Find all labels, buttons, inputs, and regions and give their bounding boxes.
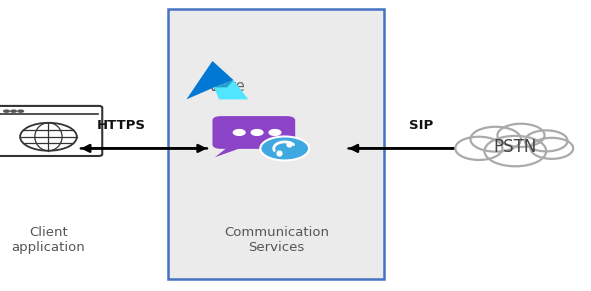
FancyBboxPatch shape: [168, 9, 384, 279]
Circle shape: [455, 137, 502, 160]
Circle shape: [498, 124, 544, 147]
Circle shape: [233, 129, 245, 135]
Circle shape: [251, 129, 263, 135]
Text: PSTN: PSTN: [493, 138, 537, 156]
FancyBboxPatch shape: [213, 116, 296, 149]
Circle shape: [485, 136, 546, 166]
Text: SIP: SIP: [408, 119, 433, 132]
Text: HTTPS: HTTPS: [97, 119, 145, 132]
Polygon shape: [214, 80, 248, 100]
Circle shape: [17, 109, 24, 113]
Circle shape: [269, 129, 281, 135]
Polygon shape: [215, 144, 251, 157]
Circle shape: [3, 109, 10, 113]
Polygon shape: [214, 80, 233, 87]
Bar: [0, 108, 98, 114]
Circle shape: [470, 127, 521, 152]
FancyBboxPatch shape: [467, 146, 563, 162]
Circle shape: [260, 136, 309, 160]
Circle shape: [10, 109, 17, 113]
Polygon shape: [187, 61, 233, 100]
Text: Communication
Services: Communication Services: [224, 226, 329, 254]
Circle shape: [20, 123, 77, 151]
Text: Azure: Azure: [204, 79, 245, 94]
Circle shape: [531, 138, 573, 159]
Circle shape: [525, 130, 567, 151]
Text: Client
application: Client application: [12, 226, 85, 254]
FancyBboxPatch shape: [0, 106, 102, 156]
